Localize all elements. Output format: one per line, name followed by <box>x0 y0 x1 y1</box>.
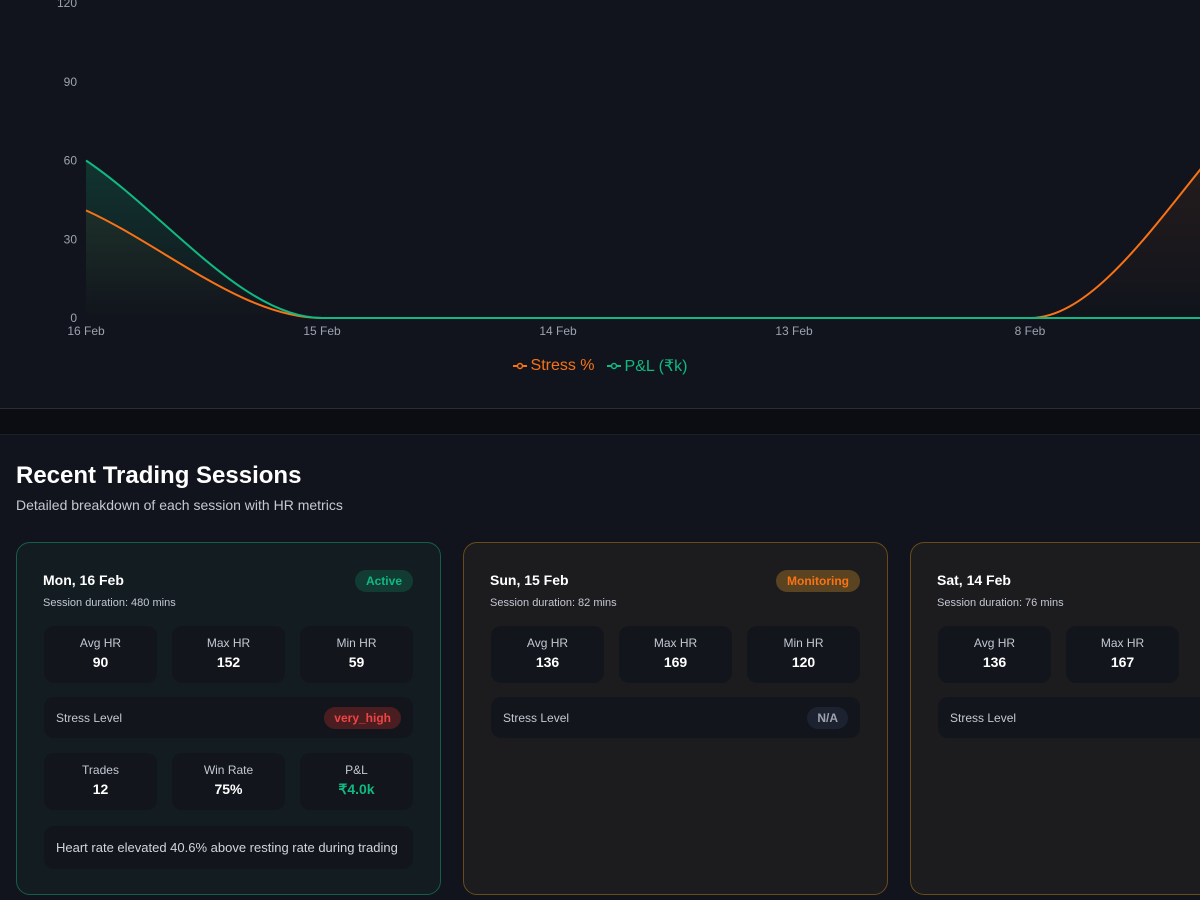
trades-tile: Trades 12 <box>44 753 157 810</box>
x-tick-label: 14 Feb <box>539 324 577 338</box>
win-rate-tile: Win Rate 75% <box>172 753 285 810</box>
session-duration: Session duration: 480 mins <box>43 597 176 609</box>
tile-value: 120 <box>791 654 816 670</box>
tile-label: Avg HR <box>79 636 122 650</box>
y-tick-label: 120 <box>57 0 77 10</box>
status-badge: Monitoring <box>776 570 860 592</box>
tile-label: Avg HR <box>526 636 569 650</box>
tile-value: 136 <box>535 654 560 670</box>
session-duration: Session duration: 82 mins <box>490 597 617 609</box>
tile-label: P&L <box>345 763 368 777</box>
x-tick-label: 13 Feb <box>775 324 813 338</box>
y-tick-label: 90 <box>64 75 78 89</box>
tile-value: 152 <box>216 654 241 670</box>
legend-stress[interactable]: Stress % <box>512 356 595 376</box>
stress-label: Stress Level <box>503 710 570 725</box>
pnl-tile: P&L ₹4.0k <box>300 753 413 810</box>
section-title: Recent Trading Sessions <box>16 462 302 489</box>
y-tick-label: 60 <box>64 154 78 168</box>
stress-badge: N/A <box>807 706 848 729</box>
tile-value: 75% <box>214 781 243 797</box>
tile-value: 12 <box>92 781 109 797</box>
y-tick-label: 0 <box>70 311 77 325</box>
x-tick-label: 16 Feb <box>67 324 105 338</box>
series-line <box>85 159 1200 319</box>
stress-badge: very_high <box>324 706 401 729</box>
chart-plot: 0 30 60 90 120 16 Feb 15 Feb 14 Feb 13 Feb 8 Feb <box>57 0 1200 338</box>
section-subtitle: Detailed breakdown of each session with … <box>16 497 343 513</box>
stress-pnl-chart: 0 30 60 90 120 16 Feb 15 Feb 14 Feb 13 Feb 8 Feb … <box>0 0 1200 409</box>
legend-line-icon <box>606 362 621 370</box>
session-duration: Session duration: 76 mins <box>937 597 1064 609</box>
chart-legend: Stress % P&L (₹k) <box>0 356 1200 376</box>
status-badge: Active <box>354 570 413 592</box>
tile-label: Win Rate <box>203 763 254 777</box>
legend-label: Stress % <box>530 357 595 374</box>
tile-label: Min HR <box>783 636 824 650</box>
tile-value: 136 <box>982 654 1007 670</box>
session-card[interactable]: Sun, 15 Feb Session duration: 82 mins Mo… <box>463 542 888 895</box>
max-hr-tile: Max HR 169 <box>619 626 732 683</box>
legend-line-icon <box>512 362 527 370</box>
tile-label: Max HR <box>653 636 698 650</box>
tile-label: Trades <box>82 763 119 777</box>
tile-label: Max HR <box>1100 636 1145 650</box>
avg-hr-tile: Avg HR 90 <box>44 626 157 683</box>
tile-value: 59 <box>348 654 365 670</box>
session-date: Sun, 15 Feb <box>490 572 569 588</box>
session-date: Mon, 16 Feb <box>43 572 124 588</box>
avg-hr-tile: Avg HR 136 <box>938 626 1051 683</box>
series-area <box>86 160 1200 318</box>
session-note: Heart rate elevated 40.6% above resting … <box>44 826 413 869</box>
stress-label: Stress Level <box>56 710 123 725</box>
series-area <box>86 169 1200 318</box>
tile-label: Avg HR <box>973 636 1016 650</box>
tile-value: 169 <box>663 654 688 670</box>
x-tick-label: 8 Feb <box>1015 324 1046 338</box>
session-date: Sat, 14 Feb <box>937 572 1011 588</box>
tile-value: 90 <box>92 654 109 670</box>
x-tick-label: 15 Feb <box>303 324 341 338</box>
tile-value: ₹4.0k <box>338 781 375 797</box>
stress-level-row: Stress Level N/A <box>491 697 860 738</box>
stress-level-row: Stress Level very_high <box>44 697 413 738</box>
avg-hr-tile: Avg HR 136 <box>491 626 604 683</box>
min-hr-tile: Min HR 120 <box>747 626 860 683</box>
tile-label: Max HR <box>206 636 251 650</box>
min-hr-tile: Min HR 59 <box>300 626 413 683</box>
legend-label: P&L (₹k) <box>624 358 688 375</box>
stress-label: Stress Level <box>950 710 1017 725</box>
series-line <box>85 168 1200 319</box>
tile-label: Min HR <box>336 636 377 650</box>
session-card[interactable]: Mon, 16 Feb Session duration: 480 mins A… <box>16 542 441 895</box>
session-card[interactable]: Sat, 14 Feb Session duration: 76 mins Av… <box>910 542 1200 895</box>
tile-value: 167 <box>1110 654 1135 670</box>
recent-sessions-section: Recent Trading Sessions Detailed breakdo… <box>0 436 1200 900</box>
stress-level-row: Stress Level <box>938 697 1200 738</box>
max-hr-tile: Max HR 152 <box>172 626 285 683</box>
max-hr-tile: Max HR 167 <box>1066 626 1179 683</box>
y-tick-label: 30 <box>64 232 78 246</box>
legend-pnl[interactable]: P&L (₹k) <box>606 356 688 376</box>
divider <box>0 409 1200 435</box>
